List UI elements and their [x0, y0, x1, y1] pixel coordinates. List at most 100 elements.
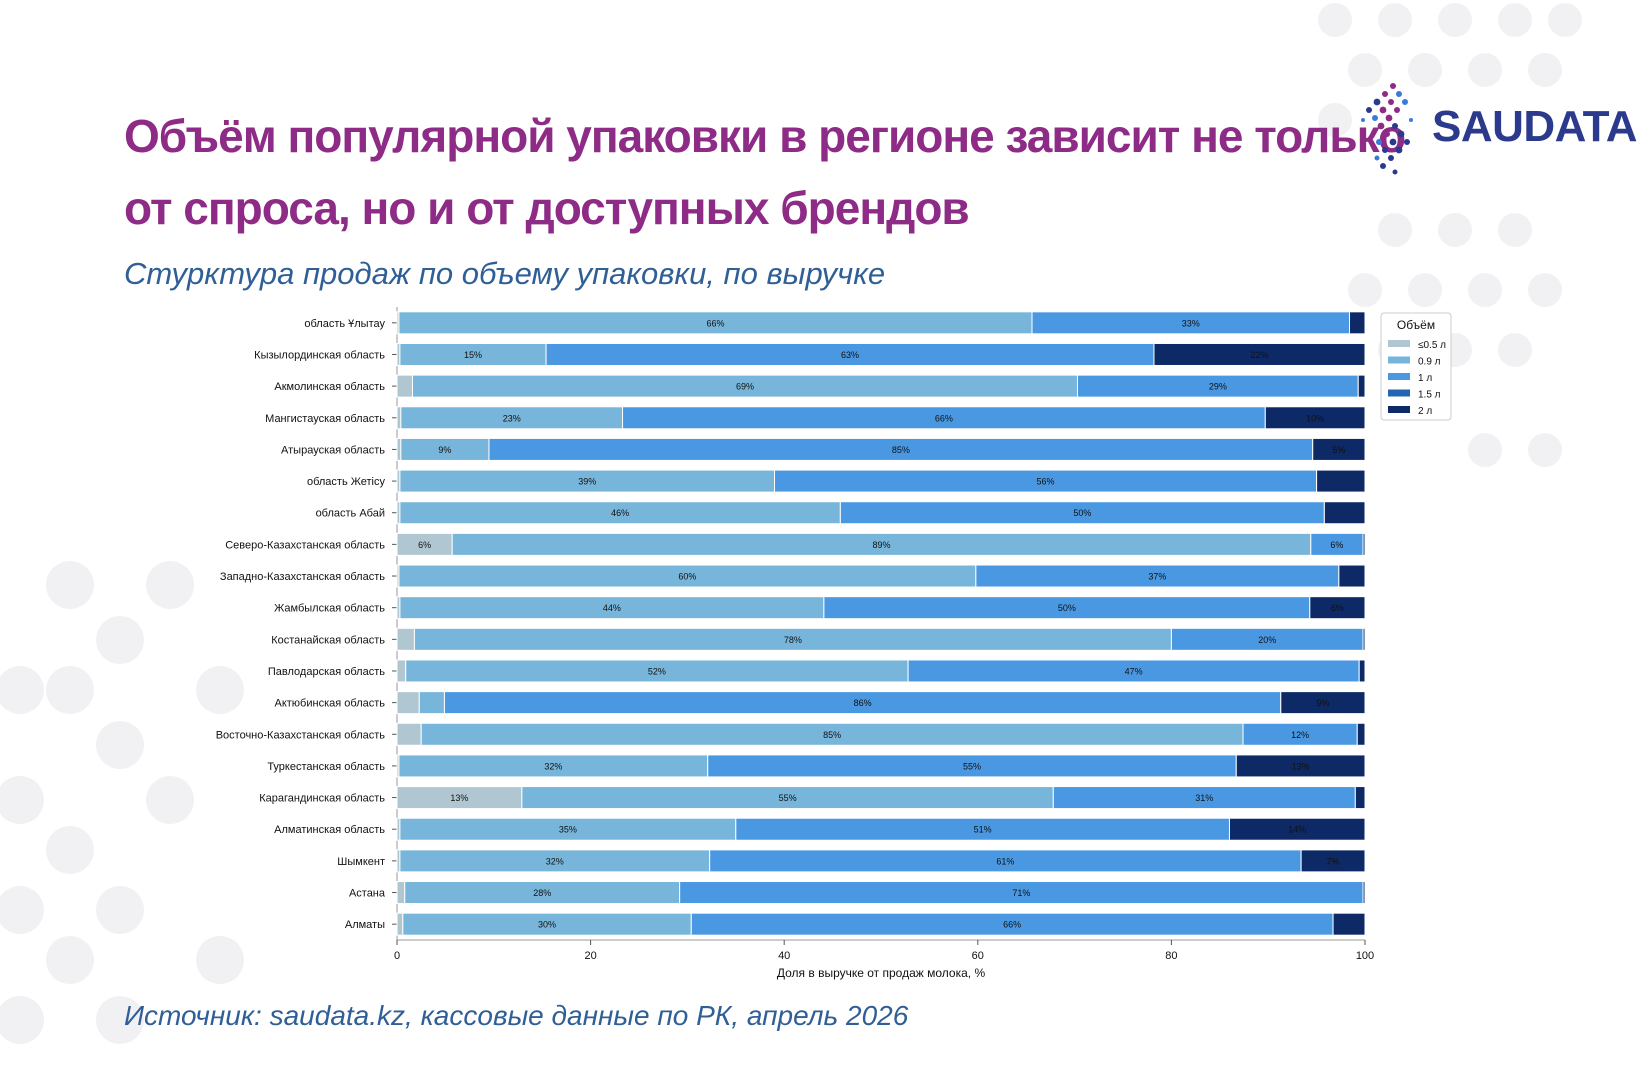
- title-line-2: от спроса, но и от доступных брендов: [124, 182, 970, 234]
- data-label: 23%: [503, 413, 521, 423]
- data-label: 6%: [1331, 603, 1344, 613]
- bar-segment: [1354, 786, 1366, 810]
- y-tick-label: Мангистауская область: [265, 413, 385, 425]
- y-tick-label: Кызылординская область: [254, 349, 385, 361]
- bar-segment: [1362, 532, 1366, 556]
- data-label: 52%: [648, 666, 666, 676]
- data-label: 61%: [996, 856, 1014, 866]
- data-label: 6%: [1330, 540, 1343, 550]
- data-label: 28%: [533, 888, 551, 898]
- bar-segment: [396, 437, 402, 461]
- bar-segment: [396, 659, 407, 683]
- x-tick-label: 100: [1356, 950, 1374, 962]
- legend-item-label: 2 л: [1418, 406, 1432, 417]
- y-tick-label: область Ұлытау: [304, 318, 385, 330]
- bar-segment: [396, 406, 402, 430]
- bar-segment: [1362, 627, 1366, 651]
- data-label: 66%: [935, 413, 953, 423]
- data-label: 10%: [1306, 413, 1324, 423]
- legend-item-label: 1 л: [1418, 373, 1432, 384]
- data-label: 86%: [854, 698, 872, 708]
- legend-item-label: 0.9 л: [1418, 357, 1441, 368]
- logo-text: SAUDATA: [1432, 102, 1638, 151]
- legend-title: Объём: [1397, 318, 1435, 332]
- bar-segment: [396, 374, 413, 398]
- data-label: 20%: [1258, 635, 1276, 645]
- y-tick-label: Алматы: [345, 919, 385, 931]
- bar-segment: [1235, 754, 1366, 778]
- y-tick-label: Шымкент: [337, 856, 385, 868]
- x-tick-label: 40: [778, 950, 790, 962]
- data-label: 12%: [1291, 730, 1309, 740]
- data-label: 60%: [678, 572, 696, 582]
- data-label: 32%: [544, 761, 562, 771]
- data-label: 37%: [1148, 572, 1166, 582]
- bar-segment: [1316, 469, 1366, 493]
- data-label: 7%: [1327, 856, 1340, 866]
- bar-segment: [418, 691, 445, 715]
- y-tick-label: Костанайская область: [271, 634, 385, 646]
- bar-segment: [1358, 659, 1366, 683]
- bar-segment: [396, 627, 415, 651]
- legend-swatch: [1388, 356, 1410, 364]
- legend-swatch: [1388, 373, 1410, 380]
- bar-segment: [1264, 406, 1366, 430]
- data-label: 71%: [1012, 888, 1030, 898]
- bar-segment: [1312, 437, 1366, 461]
- data-label: 85%: [892, 445, 910, 455]
- bar-segment: [396, 722, 422, 746]
- x-tick-label: 0: [394, 950, 400, 962]
- data-label: 46%: [611, 508, 629, 518]
- bar-segment: [396, 912, 404, 936]
- data-label: 55%: [963, 761, 981, 771]
- data-label: 89%: [872, 540, 890, 550]
- x-tick-label: 80: [1165, 950, 1177, 962]
- x-tick-label: 20: [584, 950, 596, 962]
- data-label: 78%: [784, 635, 802, 645]
- data-label: 47%: [1125, 666, 1143, 676]
- data-label: 39%: [578, 477, 596, 487]
- x-axis-label: Доля в выручке от продаж молока, %: [777, 966, 986, 980]
- bar-segment: [1362, 881, 1366, 905]
- data-label: 69%: [736, 382, 754, 392]
- data-label: 44%: [603, 603, 621, 613]
- data-label: 31%: [1195, 793, 1213, 803]
- y-tick-label: Карагандинская область: [259, 793, 385, 805]
- y-tick-label: область Абай: [316, 508, 385, 520]
- bar-segment: [1153, 342, 1366, 366]
- saudata-logo-icon: [1361, 83, 1413, 175]
- data-label: 13%: [1292, 761, 1310, 771]
- y-tick-label: область Жетісу: [307, 476, 386, 488]
- title-line-1: Объём популярной упаковки в регионе зави…: [124, 110, 1406, 162]
- bar-segment: [1300, 849, 1366, 873]
- data-label: 63%: [841, 350, 859, 360]
- data-label: 33%: [1182, 318, 1200, 328]
- data-label: 5%: [1332, 445, 1345, 455]
- y-tick-label: Акмолинская область: [274, 381, 385, 393]
- y-tick-label: Северо-Казахстанская область: [225, 539, 385, 551]
- y-tick-label: Западно-Казахстанская область: [220, 571, 385, 583]
- legend-swatch: [1388, 340, 1410, 347]
- legend-item-label: ≤0.5 л: [1418, 340, 1446, 351]
- y-tick-label: Атырауская область: [281, 444, 385, 456]
- y-tick-label: Алматинская область: [274, 824, 385, 836]
- data-label: 6%: [418, 540, 431, 550]
- bar-segment: [396, 881, 406, 905]
- data-label: 50%: [1073, 508, 1091, 518]
- data-label: 66%: [1003, 920, 1021, 930]
- bar-segment: [1349, 311, 1366, 335]
- legend-swatch: [1388, 406, 1410, 413]
- source-note: Источник: saudata.kz, кассовые данные по…: [124, 1000, 909, 1031]
- data-label: 22%: [1250, 350, 1268, 360]
- data-label: 35%: [559, 825, 577, 835]
- x-tick-label: 60: [972, 950, 984, 962]
- y-tick-label: Актюбинская область: [275, 698, 386, 710]
- data-label: 56%: [1037, 477, 1055, 487]
- y-tick-label: Восточно-Казахстанская область: [216, 729, 386, 741]
- bar-segment: [1228, 817, 1366, 841]
- legend-swatch: [1388, 389, 1410, 397]
- bar-segment: [396, 691, 420, 715]
- bar-segment: [1332, 912, 1366, 936]
- y-tick-label: Туркестанская область: [267, 761, 385, 773]
- data-label: 85%: [823, 730, 841, 740]
